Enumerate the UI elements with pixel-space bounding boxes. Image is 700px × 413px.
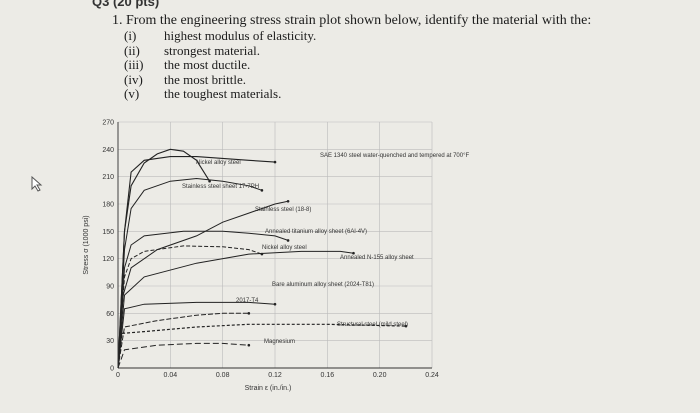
item-text: the most ductile. bbox=[164, 57, 251, 72]
series-line bbox=[117, 342, 249, 369]
y-tick-label: 60 bbox=[106, 311, 114, 318]
series-label: Nickel alloy steel bbox=[262, 245, 307, 251]
fracture-point bbox=[208, 179, 211, 183]
series-line bbox=[117, 177, 263, 369]
item-number: (iv) bbox=[124, 71, 143, 87]
x-tick-label: 0.24 bbox=[425, 372, 439, 379]
y-axis-label: Stress σ (1000 psi) bbox=[83, 215, 90, 274]
question-prompt: 1. From the engineering stress strain pl… bbox=[112, 13, 592, 28]
series-label: Nickel alloy steel bbox=[196, 160, 241, 166]
item-number: (i) bbox=[124, 28, 137, 43]
y-tick-label: 30 bbox=[106, 338, 114, 345]
x-axis-label: Strain ε (in./in.) bbox=[245, 385, 292, 392]
series-label: SAE 1340 steel water-quenched and temper… bbox=[320, 153, 469, 159]
item-number: (v) bbox=[124, 86, 140, 101]
x-tick-label: 0.12 bbox=[268, 372, 282, 379]
y-tick-label: 270 bbox=[102, 120, 114, 127]
fracture-point bbox=[247, 312, 251, 315]
y-tick-label: 240 bbox=[102, 147, 114, 154]
mouse-cursor-icon bbox=[31, 176, 43, 192]
series-line bbox=[117, 245, 263, 369]
fracture-point bbox=[273, 160, 277, 164]
series-label: Annealed N-155 alloy sheet bbox=[340, 255, 414, 261]
series-label: Stainless steel (18-8) bbox=[255, 207, 311, 213]
chart-axes: 0 30 60 90 120 150 180 210 240 270 0 0.04 0.08 0.12 0.… bbox=[102, 120, 439, 380]
x-tick-label: 0 bbox=[116, 372, 120, 379]
fracture-point bbox=[352, 251, 355, 255]
question-header: Q3 (20 pts) bbox=[92, 0, 160, 9]
item-text: strongest material. bbox=[164, 42, 261, 58]
series-label: Magnesium bbox=[264, 339, 295, 345]
x-tick-label: 0.16 bbox=[321, 372, 335, 379]
item-text: the most brittle. bbox=[164, 71, 246, 87]
y-tick-label: 120 bbox=[102, 256, 114, 263]
series-line bbox=[117, 230, 289, 369]
series-labels: SAE 1340 steel water-quenched and temper… bbox=[182, 153, 469, 345]
item-number: (iii) bbox=[124, 57, 144, 72]
series-label: 2017-T4 bbox=[236, 298, 259, 304]
series-label: Annealed titanium alloy sheet (6Al-4V) bbox=[265, 229, 367, 235]
fracture-point bbox=[273, 302, 277, 306]
series-label: Structural steel (mild steel) bbox=[337, 322, 408, 328]
fracture-point bbox=[286, 239, 290, 242]
chart-series bbox=[117, 148, 408, 369]
question-items: (i) highest modulus of elasticity. (ii) st… bbox=[124, 28, 317, 102]
series-line bbox=[117, 312, 249, 369]
y-tick-label: 90 bbox=[106, 284, 114, 291]
x-tick-label: 0.20 bbox=[373, 372, 387, 379]
item-text: highest modulus of elasticity. bbox=[164, 28, 317, 43]
item-number: (ii) bbox=[124, 42, 140, 58]
question-item: (i) highest modulus of elasticity. bbox=[124, 28, 317, 44]
series-label: Bare aluminum alloy sheet (2024-T81) bbox=[272, 282, 374, 288]
question-item: (v) the toughest materials. bbox=[124, 86, 316, 102]
series-line bbox=[117, 250, 354, 369]
y-tick-label: 180 bbox=[102, 202, 114, 209]
question-item: (ii) strongest material. bbox=[124, 42, 316, 59]
x-tick-label: 0.04 bbox=[164, 372, 178, 379]
fracture-point bbox=[286, 199, 290, 203]
y-tick-label: 210 bbox=[102, 174, 114, 181]
fracture-point bbox=[260, 189, 264, 192]
question-item: (iv) the most brittle. bbox=[124, 71, 316, 88]
y-tick-label: 0 bbox=[110, 366, 114, 373]
fracture-point bbox=[404, 324, 408, 328]
series-line bbox=[117, 200, 289, 369]
fracture-point bbox=[247, 343, 251, 347]
y-tick-label: 150 bbox=[102, 229, 114, 236]
question-item: (iii) the most ductile. bbox=[124, 57, 316, 73]
series-line bbox=[117, 156, 276, 369]
item-text: the toughest materials. bbox=[164, 86, 282, 101]
series-line bbox=[117, 323, 406, 369]
series-label: Stainless steel sheet 17-7PH bbox=[182, 184, 259, 190]
series-line bbox=[117, 148, 211, 369]
x-tick-label: 0.08 bbox=[216, 372, 230, 379]
series-line bbox=[117, 301, 276, 369]
